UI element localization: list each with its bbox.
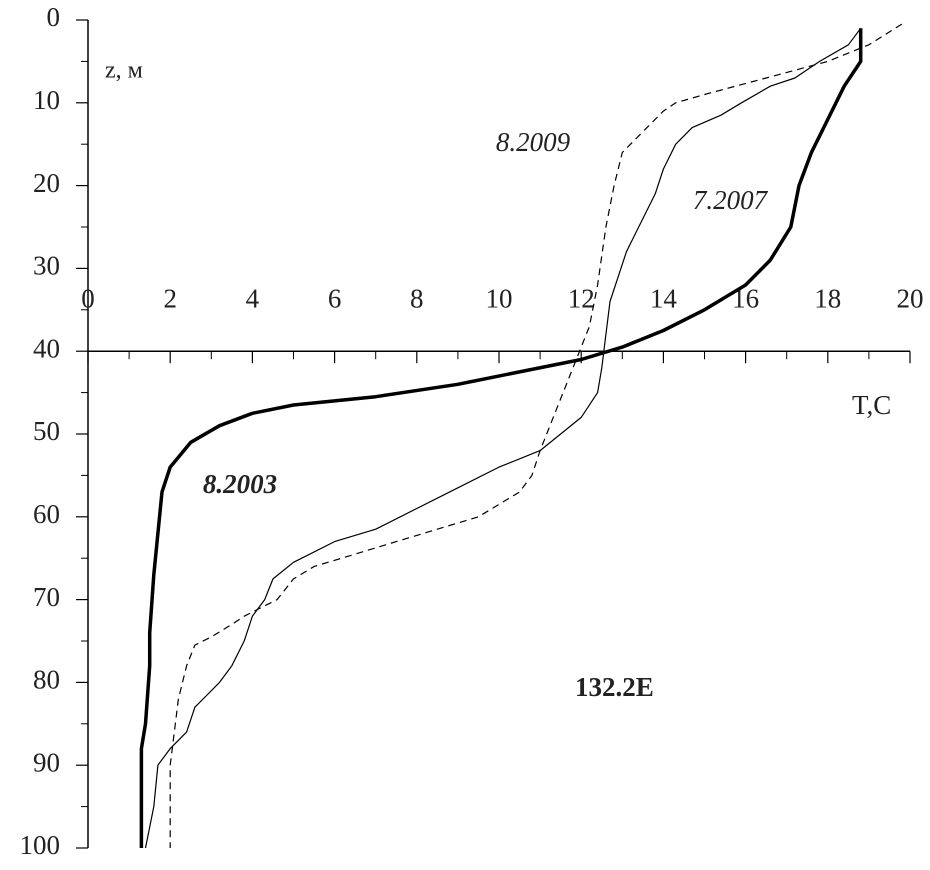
x-tick-label: 8 [410,283,424,313]
y-tick-label: 50 [33,416,60,446]
y-tick-label: 90 [33,747,60,777]
x-tick-label: 18 [814,283,841,313]
y-tick-label: 70 [33,582,60,612]
x-tick-label: 12 [568,283,595,313]
y-tick-label: 60 [33,499,60,529]
y-tick-label: 20 [33,168,60,198]
y-tick-label: 100 [20,830,61,860]
x-tick-label: 10 [486,283,513,313]
x-tick-label: 0 [81,283,95,313]
series-label: 8.2003 [203,469,277,499]
y-tick-label: 0 [47,2,61,32]
x-axis-label: T,C [852,390,891,420]
x-tick-label: 4 [246,283,260,313]
y-tick-label: 80 [33,665,60,695]
y-tick-label: 30 [33,251,60,281]
profile-line [169,23,903,848]
profile-line [139,28,863,848]
x-tick-label: 20 [897,283,924,313]
x-tick-label: 16 [732,283,759,313]
x-tick-label: 14 [650,283,678,313]
x-tick-label: 2 [163,283,177,313]
y-tick-label: 40 [33,333,60,363]
series-label: 7.2007 [693,185,769,215]
annotation: 132.2E [575,672,654,702]
y-tick-label: 10 [33,85,60,115]
y-axis-label: z, м [105,58,143,84]
x-tick-label: 6 [328,283,342,313]
series-label: 8.2009 [496,127,571,157]
